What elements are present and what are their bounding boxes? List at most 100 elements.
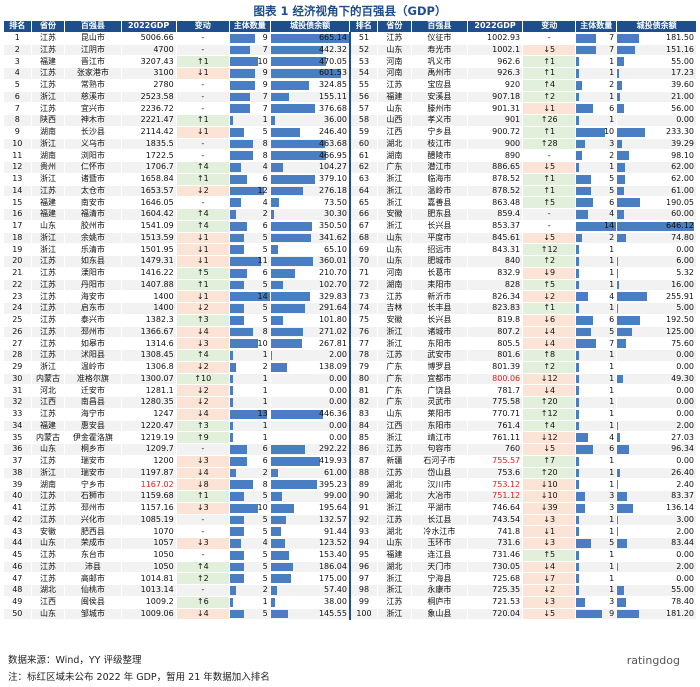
- entity-count-cell: 10: [575, 125, 618, 139]
- debt-balance-bar: [617, 539, 628, 548]
- gdp-cell: 720.04: [466, 607, 524, 621]
- entity-count-cell: 1: [575, 255, 618, 268]
- debt-balance-cell: 0.00: [616, 360, 697, 374]
- debt-balance-cell: 0.00: [269, 372, 351, 386]
- table-row: 21 江苏 溧阳市 1416.22 ↑5 6 210.70 71 河南 长葛市 832.9 ↓9 1 5.…: [3, 266, 697, 280]
- gdp-cell: 1366.67: [120, 325, 177, 339]
- debt-balance-cell: 246.40: [269, 125, 351, 139]
- debt-balance-cell: 104.27: [269, 161, 351, 174]
- county-cell: 江阴市: [64, 43, 122, 57]
- county-cell: 肥东县: [410, 208, 468, 221]
- table-row: 49 江西 闽侯县 1009.2 ↑6 1 38.00 99 江苏 桐庐市 721.53 ↓3 3 78.…: [3, 595, 697, 609]
- entity-count-cell: 2: [228, 208, 271, 221]
- gdp-cell: 751.12: [466, 490, 524, 503]
- entity-count-cell: 1: [575, 266, 618, 280]
- county-cell: 高邮市: [64, 572, 122, 585]
- province-cell: 湖北: [377, 478, 412, 491]
- gdp-cell: 2236.72: [120, 102, 177, 115]
- table-row: 36 山东 桐乡市 1209.7-6 292.22 86 江苏 句容市 760 ↓5 6 96.34: [3, 443, 697, 456]
- province-cell: 广东: [377, 384, 412, 397]
- gdp-cell: 741.8: [466, 525, 524, 538]
- rank-cell: 5: [3, 78, 32, 92]
- entity-count-bar: [576, 304, 580, 313]
- debt-balance-cell: 2.00: [616, 419, 697, 433]
- county-cell: 武安市: [410, 349, 468, 362]
- debt-balance-cell: 267.81: [269, 337, 351, 350]
- province-cell: 湖南: [30, 478, 66, 491]
- entity-count-bar: [576, 456, 580, 466]
- debt-balance-bar: [271, 92, 289, 102]
- gdp-cell: 3100: [120, 67, 177, 80]
- entity-count-cell: 1: [228, 349, 271, 362]
- gdp-cell: 746.64: [466, 501, 524, 515]
- rank-cell: 33: [3, 407, 32, 421]
- change-cell: ↓4: [522, 325, 577, 339]
- rank-cell: 21: [3, 266, 32, 280]
- table-row: 20 江苏 如东县 1479.31 ↓1 11 360.01 70 山东 肥城市 840 ↑2 1 6.0…: [3, 255, 697, 268]
- entity-count-bar: [576, 386, 580, 395]
- entity-count-bar: [230, 280, 245, 290]
- entity-count-bar: [230, 315, 245, 325]
- debt-balance-bar: [617, 80, 622, 90]
- debt-balance-cell: 91.44: [269, 525, 351, 538]
- county-cell: 肥西县: [64, 525, 122, 538]
- debt-balance-cell: 55.00: [616, 584, 697, 597]
- entity-count-bar: [576, 597, 585, 607]
- rank-cell: 78: [349, 349, 379, 362]
- gdp-cell: 1070: [120, 525, 177, 538]
- entity-count-cell: 14: [575, 219, 618, 233]
- change-cell: ↑4: [175, 161, 230, 174]
- province-cell: 浙江: [30, 231, 66, 245]
- entity-count-bar: [576, 409, 580, 419]
- debt-balance-cell: 3.00: [616, 513, 697, 527]
- change-cell: ↑4: [522, 419, 577, 433]
- entity-count-cell: 12: [228, 184, 271, 198]
- entity-count-cell: 5: [575, 537, 618, 550]
- province-cell: 新疆: [377, 454, 412, 468]
- entity-count-cell: 7: [575, 31, 618, 45]
- gdp-cell: 1002.1: [466, 43, 524, 57]
- debt-balance-cell: 65.10: [269, 243, 351, 256]
- gdp-cell: 805.5: [466, 337, 524, 350]
- debt-balance-cell: 446.36: [269, 407, 351, 421]
- rank-cell: 56: [349, 90, 379, 104]
- debt-balance-bar: [617, 327, 632, 337]
- debt-balance-bar: [617, 186, 625, 196]
- entity-count-bar: [230, 221, 247, 231]
- province-cell: 浙江: [30, 243, 66, 256]
- rank-cell: 19: [3, 243, 32, 256]
- province-cell: 江苏: [377, 290, 412, 303]
- entity-count-cell: 1: [575, 67, 618, 80]
- entity-count-bar: [576, 268, 580, 278]
- gdp-cell: 761.4: [466, 419, 524, 433]
- change-cell: ↑1: [522, 67, 577, 80]
- debt-balance-bar: [271, 539, 286, 548]
- gdp-cell: 2114.42: [120, 125, 177, 139]
- province-cell: 福建: [377, 90, 412, 104]
- change-cell: ↑1: [175, 114, 230, 127]
- table-row: 13 浙江 诸暨市 1658.84 ↑1 6 379.10 63 浙江 临海市 878.52 ↑1 5 6…: [3, 172, 697, 186]
- county-cell: 宁乡市: [64, 478, 122, 491]
- table-row: 15 福建 南安市 1646.05-4 73.50 65 浙江 嘉善县 863.48 ↑5 6 190…: [3, 196, 697, 209]
- gdp-cell: 755.57: [466, 454, 524, 468]
- gdp-cell: 731.6: [466, 537, 524, 550]
- debt-balance-bar: [271, 116, 275, 125]
- entity-count-cell: 3: [575, 490, 618, 503]
- county-cell: 昆山市: [64, 31, 122, 45]
- county-cell: 长丰县: [410, 302, 468, 315]
- debt-balance-bar: [617, 339, 627, 348]
- entity-count-cell: 1: [575, 114, 618, 127]
- debt-balance-bar: [617, 92, 620, 102]
- entity-count-bar: [230, 233, 245, 243]
- gdp-cell: 753.12: [466, 478, 524, 491]
- entity-count-bar: [576, 104, 594, 113]
- province-cell: 山东: [377, 102, 412, 115]
- debt-balance-cell: 0.00: [616, 454, 697, 468]
- county-cell: 宁乡县: [410, 125, 468, 139]
- change-cell: ↓5: [522, 161, 577, 174]
- entity-count-cell: 5: [228, 513, 271, 527]
- entity-count-cell: 4: [228, 196, 271, 209]
- entity-count-bar: [576, 362, 580, 372]
- rank-cell: 22: [3, 278, 32, 292]
- gdp-cell: 1513.59: [120, 231, 177, 245]
